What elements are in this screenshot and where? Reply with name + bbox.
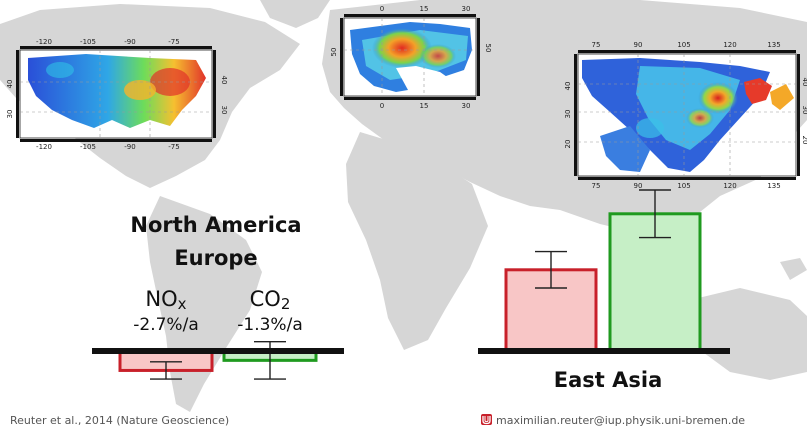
as-bottom-tick: 90: [634, 182, 643, 190]
na-right-tick: 30: [220, 106, 228, 115]
as-left-tick: 20: [564, 140, 572, 149]
eu-top-ticks: 0 15 30: [380, 5, 471, 13]
na-bottom-ticks: -120 -105 -90 -75: [36, 143, 180, 151]
eu-top-tick: 30: [462, 5, 471, 13]
eu-bottom-tick: 0: [380, 102, 384, 110]
baseline-axis: [92, 348, 344, 354]
eu-bottom-ticks: 0 15 30: [380, 102, 471, 110]
as-left-ticks: 40 30 20: [564, 82, 572, 149]
na-left-tick: 30: [6, 110, 14, 119]
as-top-tick: 105: [677, 41, 690, 49]
as-top-tick: 90: [634, 41, 643, 49]
region-title: North America Europe: [130, 213, 301, 270]
error-bar-nox: [150, 361, 182, 380]
as-bottom-ticks: 75 90 105 120 135: [592, 182, 781, 190]
as-bottom-tick: 105: [677, 182, 690, 190]
baseline-axis: [478, 348, 730, 354]
eu-bottom-tick: 15: [420, 102, 429, 110]
as-right-ticks: 40 30 20: [801, 78, 807, 145]
na-top-tick: -75: [168, 38, 179, 46]
error-bar-nox: [535, 250, 567, 289]
eu-top-tick: 15: [420, 5, 429, 13]
as-right-tick: 20: [801, 136, 807, 145]
map-europe: 0 15 30 0 15 30 50 50: [330, 5, 492, 110]
na-top-tick: -90: [124, 38, 135, 46]
as-left-tick: 30: [564, 110, 572, 119]
na-bottom-tick: -75: [168, 143, 179, 151]
na-right-tick: 40: [220, 76, 228, 85]
as-bottom-tick: 75: [592, 182, 601, 190]
as-bottom-tick: 135: [767, 182, 780, 190]
as-top-tick: 75: [592, 41, 601, 49]
as-left-tick: 40: [564, 82, 572, 91]
university-logo-icon: [481, 414, 492, 425]
error-bar-co2: [639, 189, 671, 239]
eu-top-tick: 0: [380, 5, 384, 13]
chart-north-america-europe: North America Europe NOx-2.7%/a CO2-1.3%/…: [92, 213, 344, 380]
map-north-america: -120 -105 -90 -75 -120 -105 -90 -75 40 3…: [6, 38, 228, 151]
citation: Reuter et al., 2014 (Nature Geoscience): [10, 414, 229, 427]
as-top-ticks: 75 90 105 120 135: [592, 41, 781, 49]
region-title-line: North America: [130, 213, 301, 237]
eu-right-tick: 50: [484, 44, 492, 53]
as-right-tick: 40: [801, 78, 807, 87]
as-top-tick: 120: [723, 41, 736, 49]
change-label-nox: -2.7%/a: [133, 315, 198, 335]
na-top-tick: -105: [80, 38, 96, 46]
na-left-ticks: 40 30: [6, 80, 14, 119]
series-label-nox: NOx: [145, 287, 186, 313]
as-bottom-tick: 120: [723, 182, 736, 190]
contact-email: maximilian.reuter@iup.physik.uni-bremen.…: [496, 414, 745, 427]
eu-bottom-tick: 30: [462, 102, 471, 110]
region-title-line: Europe: [174, 246, 257, 270]
na-bottom-tick: -90: [124, 143, 135, 151]
na-top-tick: -120: [36, 38, 52, 46]
eu-left-tick: 50: [330, 48, 338, 57]
na-top-ticks: -120 -105 -90 -75: [36, 38, 180, 46]
na-left-tick: 40: [6, 80, 14, 89]
map-east-asia: 75 90 105 120 135 75 90 105 120 135 40 3…: [564, 41, 807, 190]
na-bottom-tick: -105: [80, 143, 96, 151]
region-title: East Asia: [554, 368, 663, 392]
na-right-ticks: 40 30: [220, 76, 228, 115]
na-bottom-tick: -120: [36, 143, 52, 151]
as-right-tick: 30: [801, 106, 807, 115]
series-label-co2: CO2: [250, 287, 291, 313]
change-label-co2: -1.3%/a: [237, 315, 302, 335]
as-top-tick: 135: [767, 41, 780, 49]
error-bar-co2: [254, 340, 286, 380]
